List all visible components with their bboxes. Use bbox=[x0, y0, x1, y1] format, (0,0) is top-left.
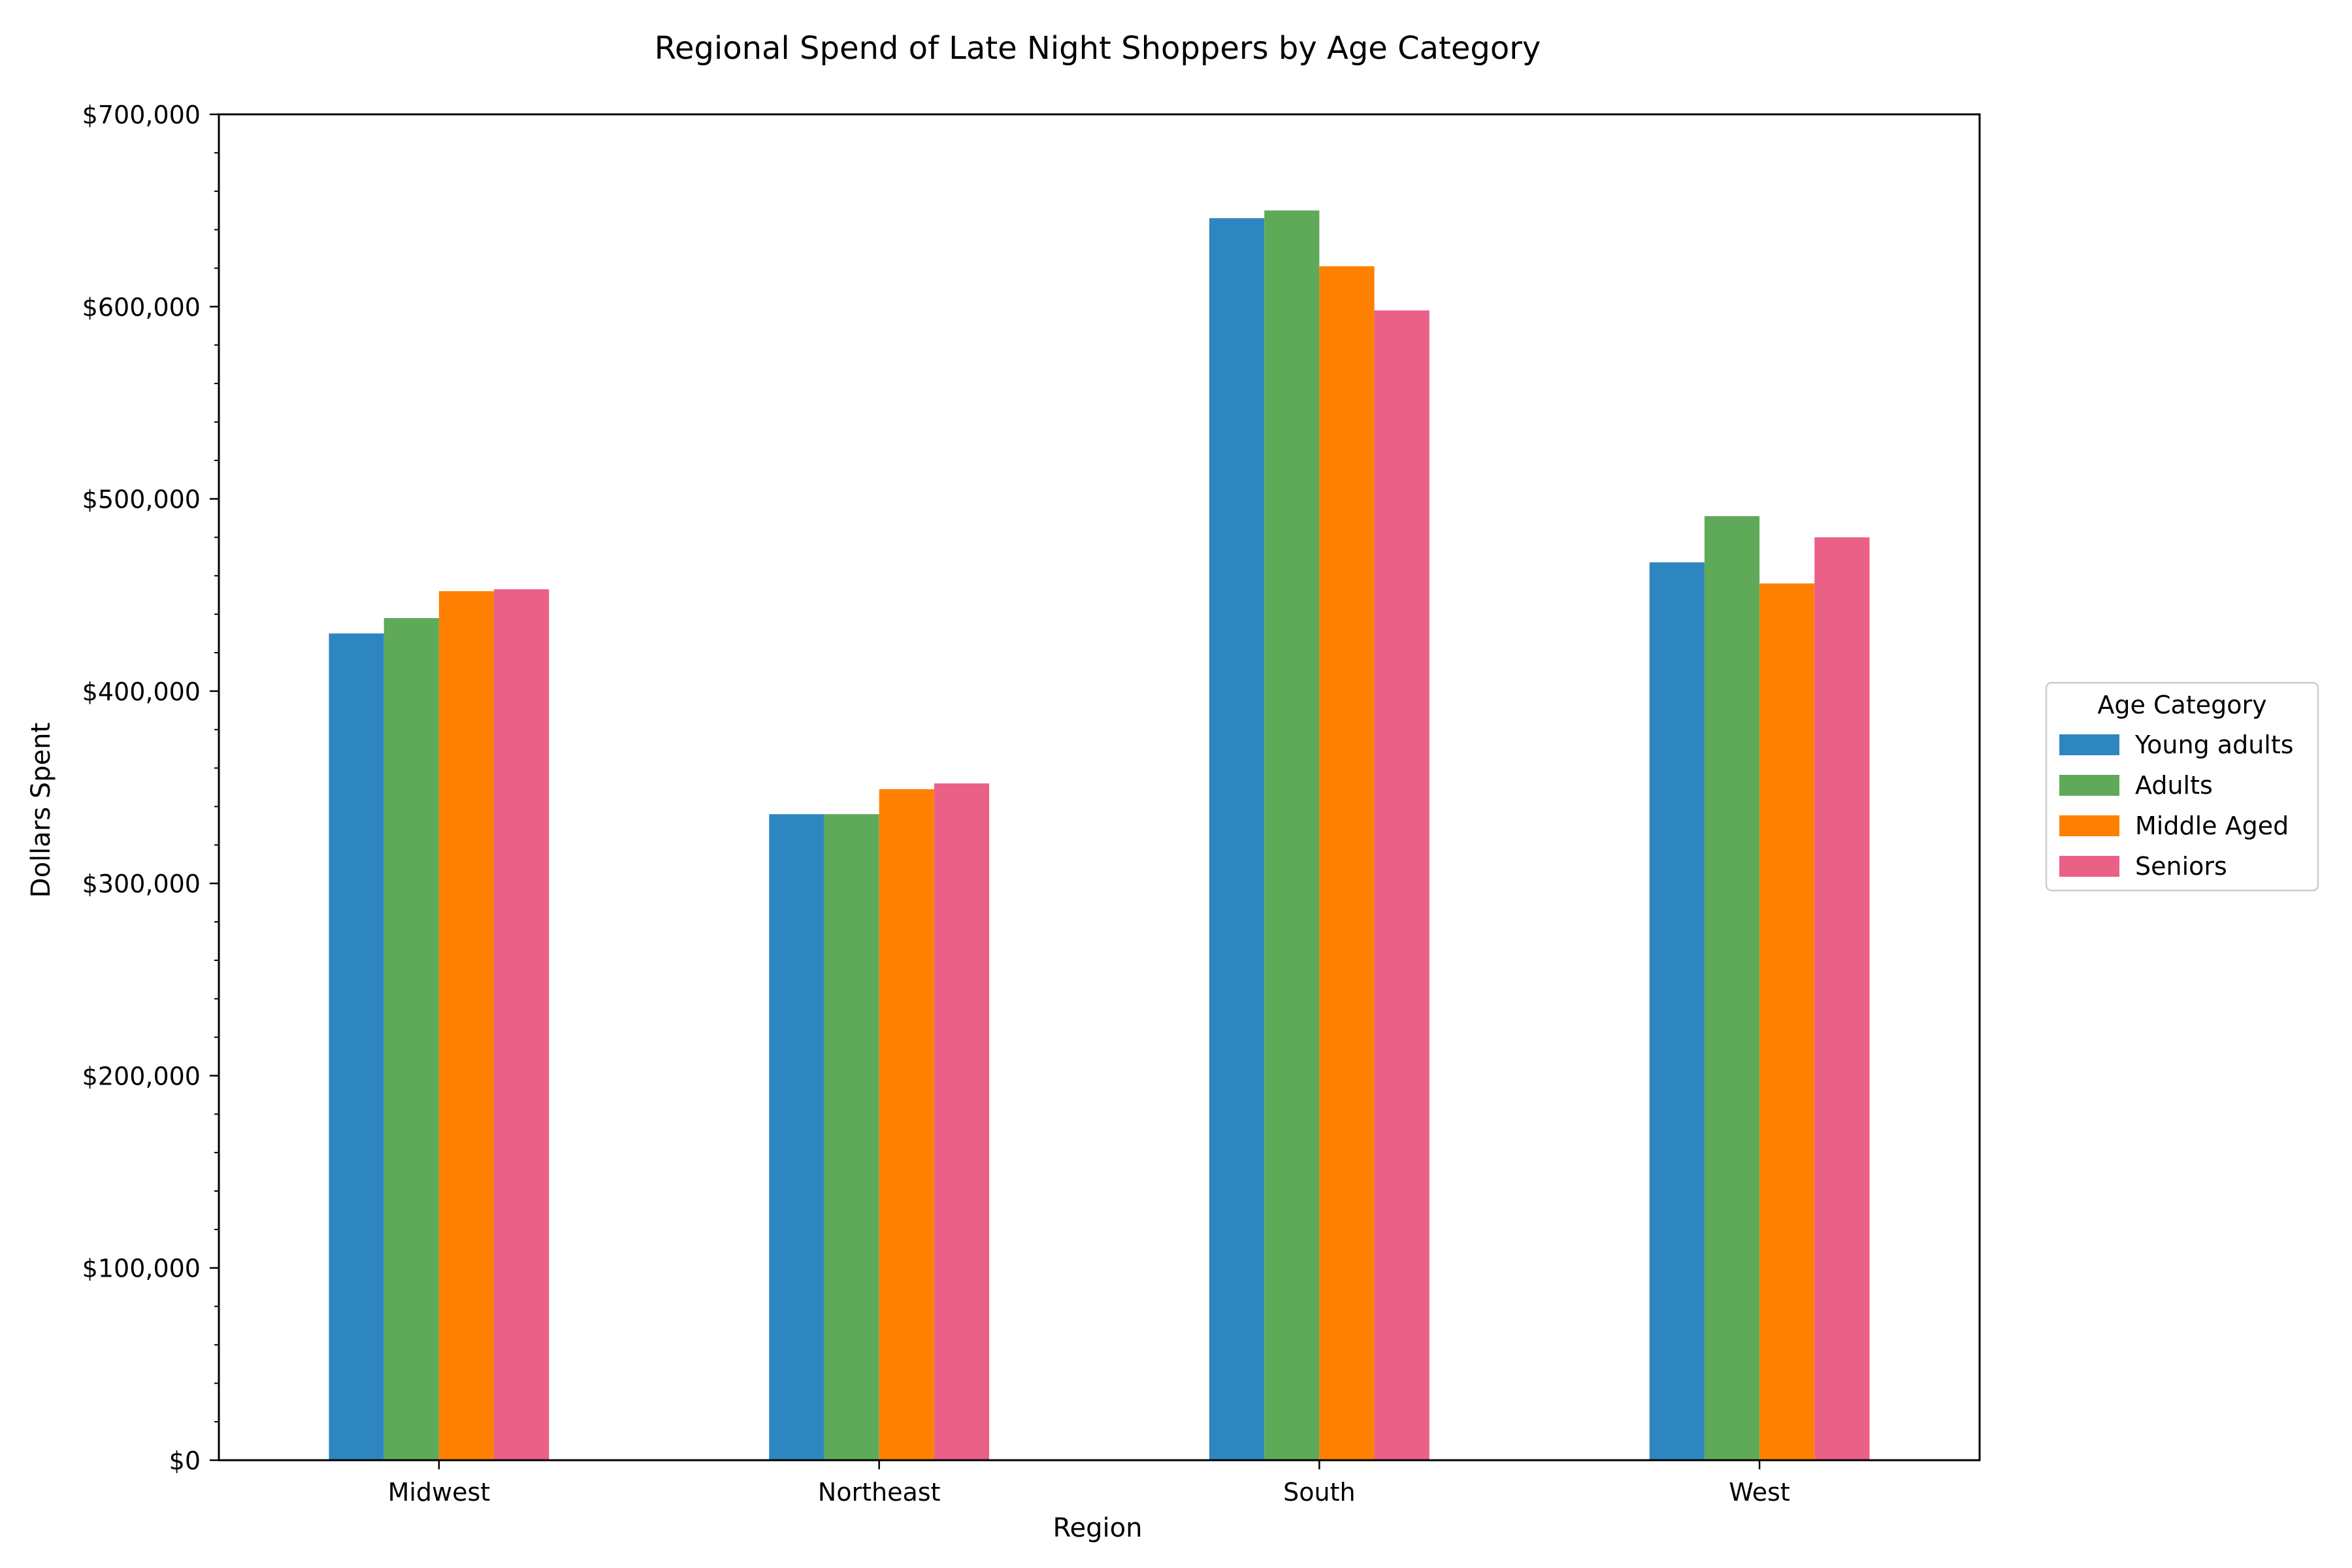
legend-swatch bbox=[2059, 856, 2119, 877]
legend-swatch bbox=[2059, 775, 2119, 796]
plot-frame bbox=[218, 113, 1981, 1462]
legend-entry-adults: Adults bbox=[2135, 771, 2213, 800]
bar-middle-aged-northeast bbox=[879, 789, 934, 1460]
y-axis-label: Dollars Spent bbox=[26, 723, 56, 898]
legend-swatch bbox=[2059, 815, 2119, 836]
y-tick-label: $700,000 bbox=[82, 101, 201, 129]
legend-title: Age Category bbox=[2097, 691, 2266, 719]
bar-middle-aged-south bbox=[1319, 266, 1375, 1460]
legend: Age Category Young adults Adults Middle Age… bbox=[2045, 681, 2319, 892]
x-tick-label-northeast: Northeast bbox=[818, 1478, 941, 1507]
x-tick-label-midwest: Midwest bbox=[388, 1478, 491, 1507]
x-tick-label-west: West bbox=[1729, 1478, 1789, 1507]
y-tick-label: $0 bbox=[169, 1446, 201, 1475]
bar-seniors-south bbox=[1374, 310, 1429, 1460]
legend-entry-middle-aged: Middle Aged bbox=[2135, 811, 2289, 840]
bar-adults-west bbox=[1704, 516, 1760, 1460]
y-tick-label: $600,000 bbox=[82, 293, 201, 321]
legend-entry-seniors: Seniors bbox=[2135, 852, 2227, 881]
legend-entry-young-adults: Young adults bbox=[2134, 730, 2294, 759]
bar-young-adults-northeast bbox=[769, 814, 825, 1460]
x-tick-label-south: South bbox=[1283, 1478, 1355, 1507]
legend-swatch bbox=[2059, 734, 2119, 755]
bar-young-adults-midwest bbox=[329, 633, 384, 1460]
chart-title: Regional Spend of Late Night Shoppers by… bbox=[655, 30, 1541, 67]
y-tick-label: $100,000 bbox=[82, 1254, 201, 1283]
bar-middle-aged-west bbox=[1759, 583, 1815, 1460]
bar-seniors-west bbox=[1814, 537, 1870, 1461]
bar-seniors-midwest bbox=[494, 589, 549, 1460]
bar-young-adults-west bbox=[1649, 562, 1705, 1461]
x-axis-label: Region bbox=[1053, 1513, 1143, 1543]
bar-middle-aged-midwest bbox=[438, 591, 495, 1460]
y-tick-label: $400,000 bbox=[82, 678, 201, 706]
bar-young-adults-south bbox=[1209, 218, 1265, 1460]
bar-seniors-northeast bbox=[934, 783, 990, 1460]
bar-adults-midwest bbox=[384, 618, 439, 1460]
y-tick-label: $200,000 bbox=[82, 1062, 201, 1090]
plot-area: $0 $100,000 $200,000 $300,000 $400,000 $500,0… bbox=[82, 101, 1981, 1507]
y-tick-label: $300,000 bbox=[82, 870, 201, 898]
y-tick-label: $500,000 bbox=[82, 485, 201, 514]
bar-adults-south bbox=[1264, 210, 1320, 1460]
bar-adults-northeast bbox=[824, 814, 879, 1460]
